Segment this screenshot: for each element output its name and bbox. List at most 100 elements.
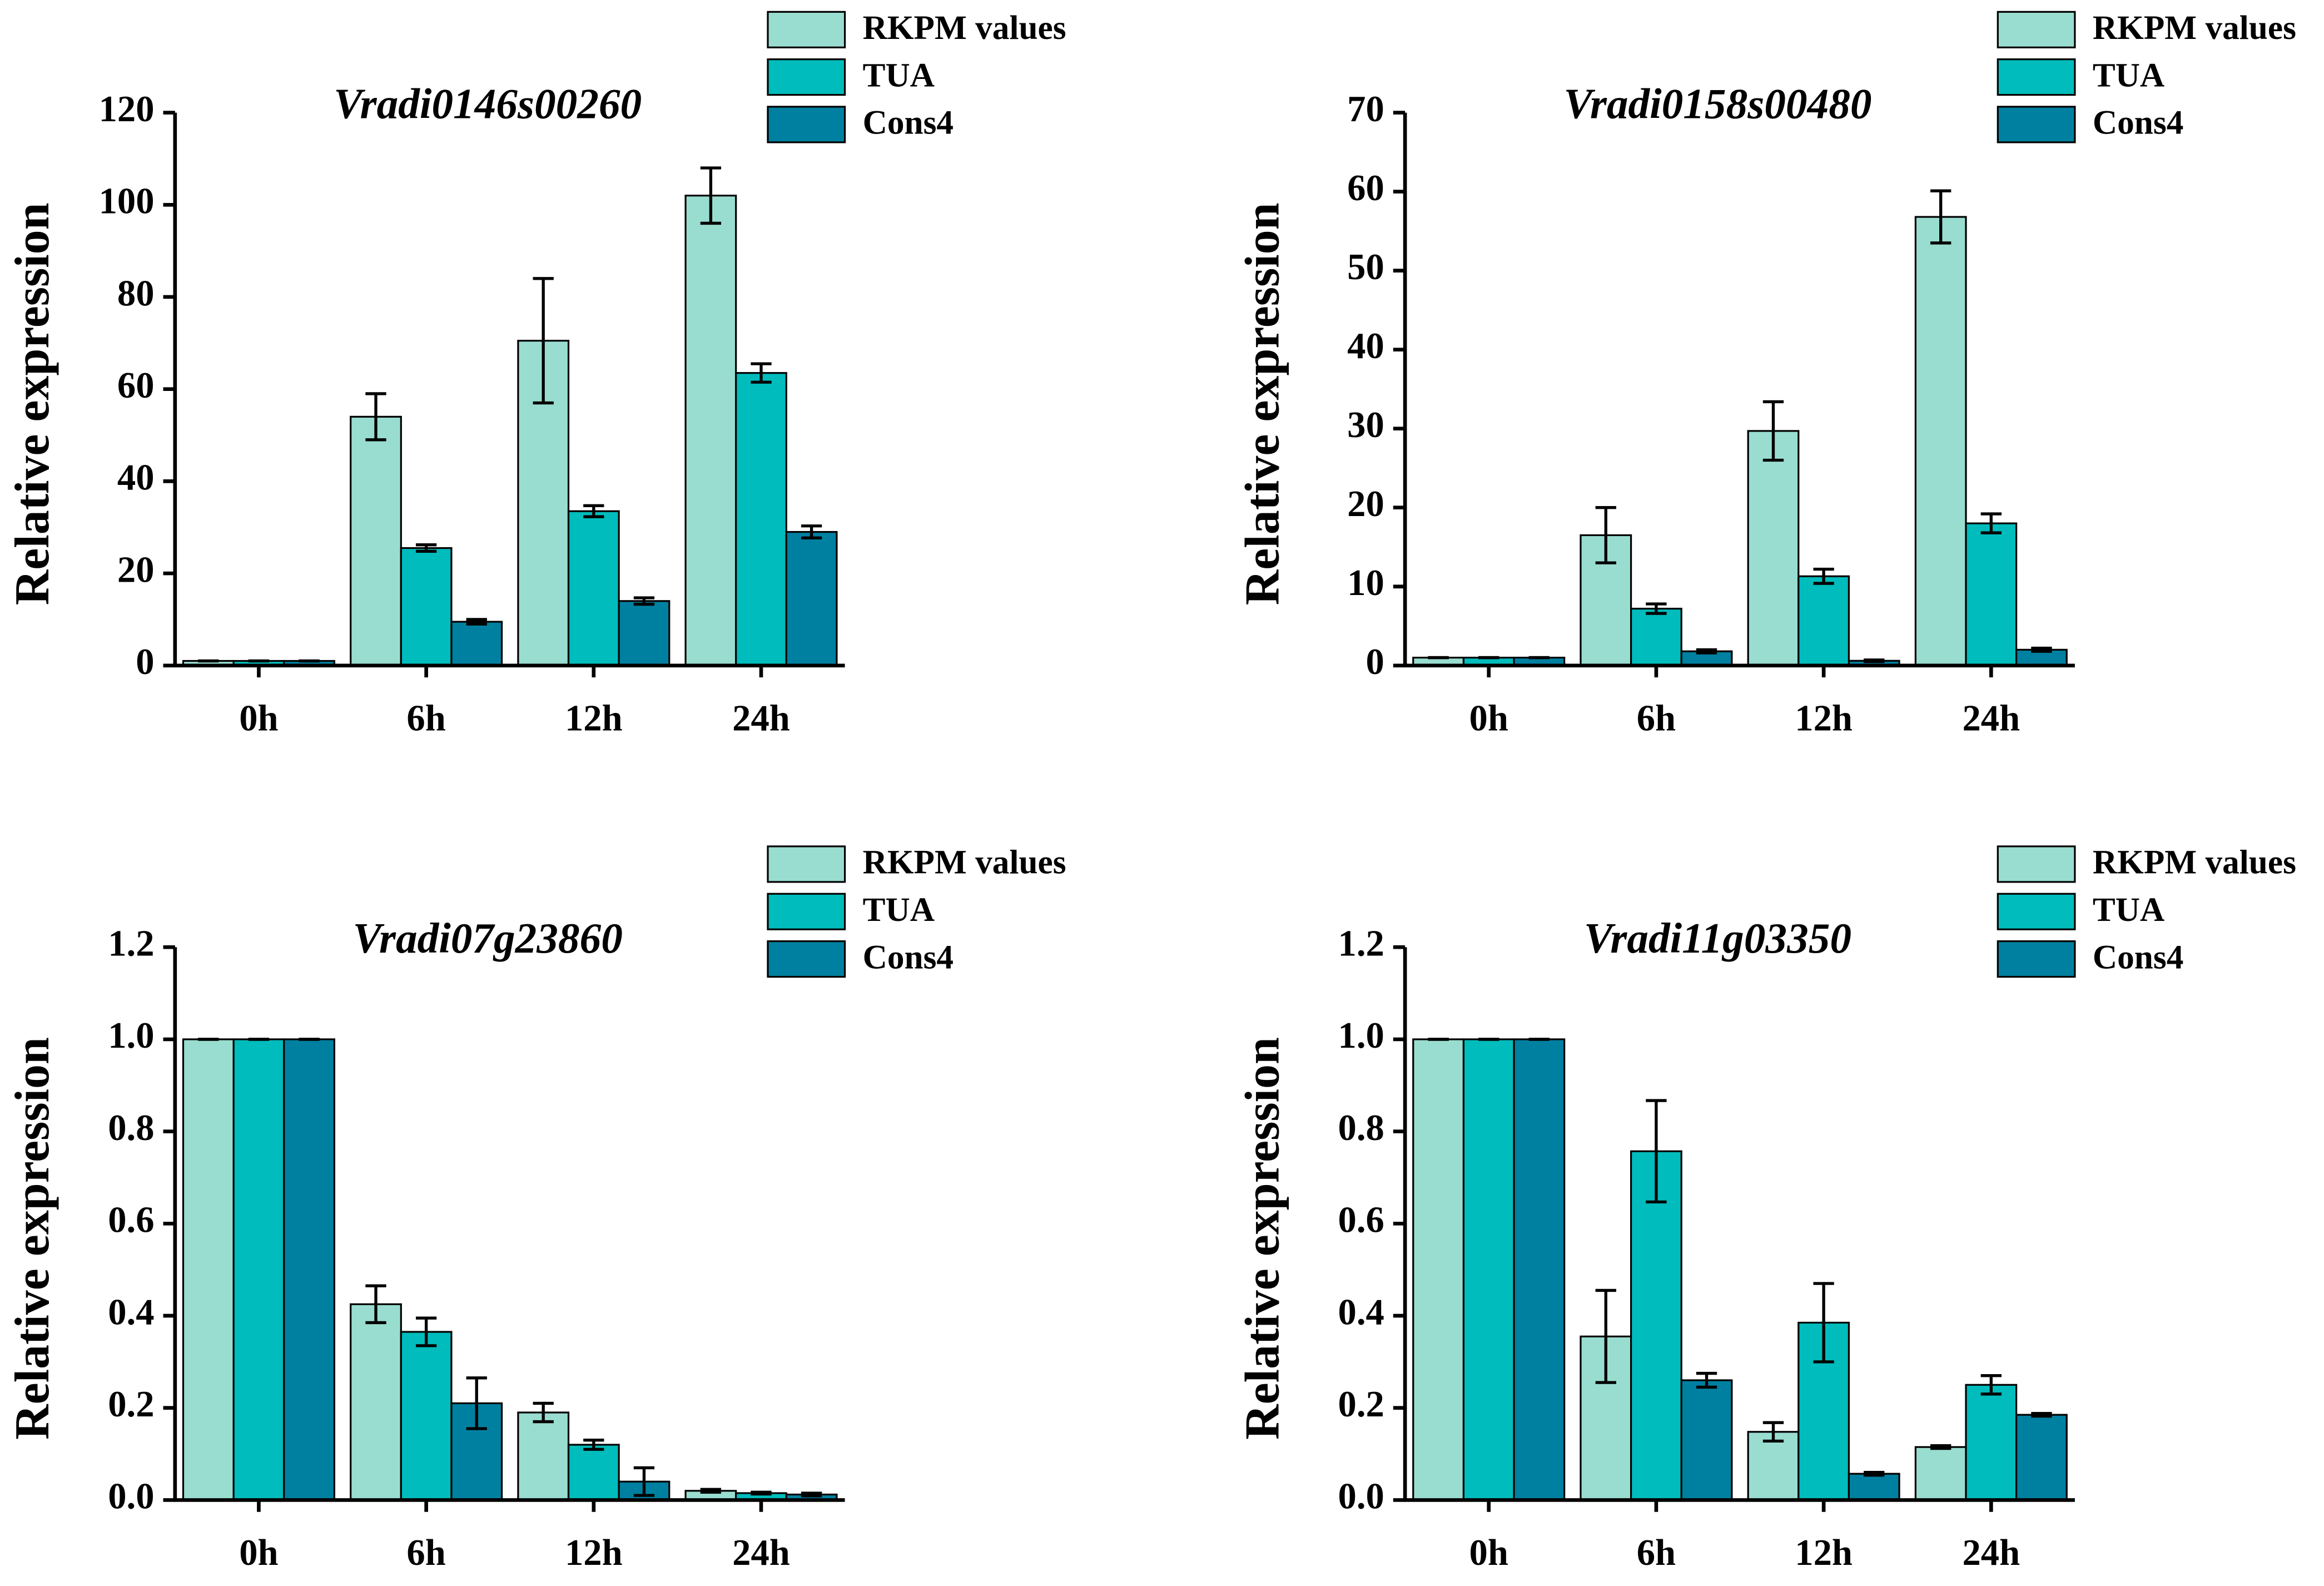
x-tick-label: 6h — [1637, 698, 1676, 739]
x-tick-label: 6h — [406, 698, 445, 739]
y-tick-label: 0.6 — [108, 1200, 154, 1241]
y-tick-label: 20 — [1347, 484, 1384, 524]
y-tick-label: 60 — [1347, 168, 1384, 209]
chart-title: Vradi0158s00480 — [1564, 80, 1872, 127]
x-tick-label: 24h — [732, 698, 790, 739]
legend-swatch — [1997, 940, 2076, 978]
bar — [567, 1444, 620, 1501]
chart-title: Vradi11g03350 — [1584, 914, 1851, 962]
bar — [1914, 1446, 1967, 1501]
bar — [1797, 575, 1850, 667]
bar — [735, 372, 787, 667]
y-axis-label: Relative expression — [1235, 1037, 1289, 1440]
bar — [1747, 430, 1800, 667]
bar — [1848, 1473, 1900, 1501]
y-tick-label: 0.2 — [108, 1384, 154, 1425]
legend-swatch — [767, 106, 846, 143]
y-tick-label: 0.4 — [108, 1292, 154, 1332]
legend-label: Cons4 — [863, 938, 954, 976]
x-tick-label: 12h — [565, 1533, 623, 1573]
legend-swatch — [1997, 58, 2076, 96]
x-tick-label: 12h — [1795, 698, 1853, 739]
y-tick-label: 0.8 — [108, 1108, 154, 1148]
y-tick-label: 0.0 — [108, 1476, 154, 1517]
bar — [1747, 1431, 1800, 1501]
legend-label: RKPM values — [863, 9, 1066, 47]
x-tick-label: 6h — [1637, 1533, 1676, 1573]
chart-title: Vradi07g23860 — [353, 914, 623, 962]
y-tick-label: 0.0 — [1338, 1476, 1384, 1517]
legend-label: RKPM values — [2093, 844, 2296, 881]
y-tick-label: 40 — [117, 458, 155, 498]
bar — [684, 195, 737, 667]
legend-swatch — [1997, 845, 2076, 883]
bar — [1680, 1379, 1733, 1501]
legend-label: Cons4 — [2093, 104, 2184, 142]
bar — [450, 621, 503, 667]
y-tick-label: 120 — [99, 89, 155, 130]
y-axis-label: Relative expression — [1235, 202, 1289, 605]
legend-swatch — [767, 11, 846, 48]
x-tick-label: 12h — [565, 698, 623, 739]
y-tick-label: 70 — [1347, 89, 1384, 130]
bar — [350, 415, 402, 667]
y-tick-label: 1.0 — [108, 1015, 154, 1056]
legend-swatch — [767, 940, 846, 978]
bar — [517, 1411, 570, 1501]
bar — [283, 1038, 335, 1501]
bar — [1412, 1038, 1465, 1501]
x-tick-label: 24h — [1962, 1533, 2020, 1573]
x-tick-label: 0h — [239, 1533, 278, 1573]
bar — [2015, 1414, 2068, 1501]
bar — [232, 1038, 285, 1501]
bar — [1513, 1038, 1566, 1501]
legend-label: RKPM values — [2093, 9, 2296, 47]
legend-swatch — [767, 58, 846, 96]
legend-swatch — [767, 845, 846, 883]
bar — [1965, 522, 2018, 667]
bar — [1914, 216, 1967, 667]
y-tick-label: 0.4 — [1338, 1292, 1384, 1332]
bar — [182, 1038, 235, 1501]
y-tick-label: 0.6 — [1338, 1200, 1384, 1241]
bar — [1630, 1150, 1682, 1501]
bar — [1462, 1038, 1515, 1501]
legend-label: RKPM values — [863, 844, 1066, 881]
legend-swatch — [1997, 893, 2076, 930]
bar — [400, 1331, 453, 1501]
legend-label: Cons4 — [2093, 938, 2184, 976]
y-axis-label: Relative expression — [6, 1037, 59, 1440]
bar — [785, 531, 838, 667]
y-tick-label: 60 — [117, 365, 155, 406]
legend-swatch — [767, 893, 846, 930]
y-tick-label: 40 — [1347, 326, 1384, 366]
x-tick-label: 24h — [1962, 698, 2020, 739]
bar — [567, 510, 620, 667]
x-tick-label: 6h — [406, 1533, 445, 1573]
y-tick-label: 1.0 — [1338, 1015, 1384, 1056]
x-tick-label: 0h — [1469, 698, 1508, 739]
legend-label: TUA — [863, 891, 935, 929]
legend-label: TUA — [2093, 56, 2164, 94]
y-tick-label: 10 — [1347, 563, 1384, 603]
y-tick-label: 50 — [1347, 247, 1384, 288]
y-axis-label: Relative expression — [6, 202, 59, 605]
x-tick-label: 12h — [1795, 1533, 1853, 1573]
bar — [1630, 607, 1682, 667]
bar — [350, 1303, 402, 1501]
y-tick-label: 80 — [117, 273, 155, 314]
y-tick-label: 0.8 — [1338, 1108, 1384, 1148]
x-tick-label: 24h — [732, 1533, 790, 1573]
chart-title: Vradi0146s00260 — [334, 80, 642, 127]
y-tick-label: 30 — [1347, 405, 1384, 445]
legend-swatch — [1997, 106, 2076, 143]
y-tick-label: 20 — [117, 549, 155, 590]
y-tick-label: 0.2 — [1338, 1384, 1384, 1425]
legend-swatch — [1997, 11, 2076, 48]
legend-label: TUA — [863, 56, 935, 94]
bar — [618, 600, 671, 667]
legend-label: Cons4 — [863, 104, 954, 142]
bar — [400, 547, 453, 667]
